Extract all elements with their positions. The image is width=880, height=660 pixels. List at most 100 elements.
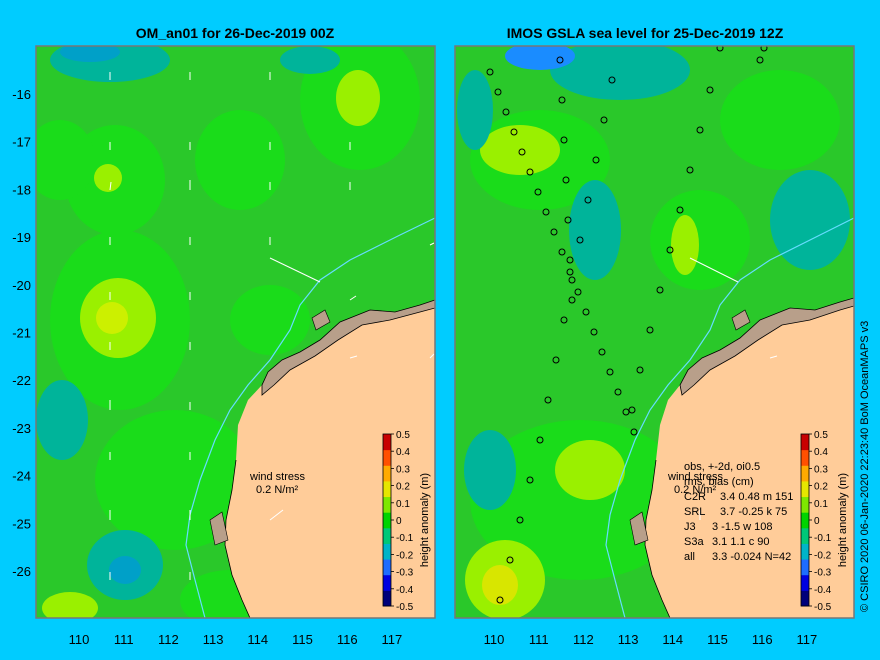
colorbar-tick-label: -0.3	[814, 568, 832, 579]
colorbar-swatch	[801, 496, 809, 513]
lat-tick-label: -20	[12, 278, 31, 293]
lat-tick-label: -18	[12, 182, 31, 197]
colorbar-tick-label: -0.2	[396, 550, 414, 561]
lat-tick-label: -21	[12, 326, 31, 341]
lon-tick-label: 116	[752, 632, 773, 647]
lon-tick-label: 117	[797, 632, 818, 647]
colorbar-tick-label: -0.4	[396, 585, 414, 596]
svg-text:3 -1.5 w 108: 3 -1.5 w 108	[712, 521, 773, 533]
colorbar-tick-label: 0.4	[396, 447, 410, 458]
svg-text:0.2 N/m²: 0.2 N/m²	[256, 484, 299, 496]
obs-statistics: obs, +-2d, oi0.5 rms, bias (cm) C2R 3.4 0…	[684, 461, 793, 563]
colorbar-tick-label: -0.5	[814, 602, 832, 613]
lon-tick-label: 114	[662, 632, 683, 647]
right-shelf-contour	[605, 217, 854, 618]
right-lon-axis: 110 111 112 113 114 115 116 117	[484, 632, 818, 647]
svg-text:0.2 N/m²: 0.2 N/m²	[674, 484, 717, 496]
colorbar-swatch	[801, 465, 809, 482]
credit-text: © CSIRO 2020 06-Jan-2020 22:23:40 BoM Oc…	[859, 321, 871, 612]
right-colorbar: 0.5 0.4 0.3 0.2 0.1 0 -0.1 -0.2 -0.3 -0.4 -0.5 heig…	[800, 430, 849, 613]
lat-tick-label: -24	[12, 469, 31, 484]
svg-text:wind stress: wind stress	[249, 471, 306, 483]
lat-tick-label: -17	[12, 135, 31, 150]
lon-tick-label: 111	[114, 632, 134, 647]
right-panel-title: IMOS GSLA sea level for 25-Dec-2019 12Z	[507, 25, 784, 41]
colorbar-swatch	[383, 512, 391, 529]
lon-tick-label: 116	[337, 632, 358, 647]
left-map: wind stress 0.2 N/m²	[36, 46, 435, 618]
colorbar-tick-label: 0.3	[814, 464, 828, 475]
svg-text:C2R: C2R	[684, 491, 706, 503]
colorbar-label: height anomaly (m)	[419, 473, 431, 567]
colorbar-tick-label: 0.3	[396, 464, 410, 475]
lat-tick-label: -22	[12, 373, 31, 388]
colorbar-swatch	[383, 559, 391, 576]
left-lon-axis: 110 111 112 113 114 115 116 117	[69, 632, 403, 647]
colorbar-tick-label: -0.1	[814, 533, 832, 544]
svg-text:3.3 -0.024 N=42: 3.3 -0.024 N=42	[712, 551, 791, 563]
left-wind-arrows	[109, 72, 435, 580]
lon-tick-label: 110	[484, 632, 505, 647]
svg-text:obs, +-2d, oi0.5: obs, +-2d, oi0.5	[684, 461, 760, 473]
svg-text:S3a: S3a	[684, 536, 704, 548]
colorbar-swatch	[383, 574, 391, 591]
colorbar-tick-label: 0.2	[814, 482, 828, 493]
colorbar-swatch	[383, 496, 391, 513]
left-colorbar: 0.5 0.4 0.3 0.2 0.1 0 -0.1 -0.2 -0.3 -0.4 -0.5 heig…	[382, 430, 431, 613]
lon-tick-label: 112	[573, 632, 594, 647]
colorbar-swatch	[801, 480, 809, 498]
colorbar-tick-label: -0.5	[396, 602, 414, 613]
colorbar-swatch	[383, 543, 391, 560]
colorbar-swatch	[801, 590, 809, 607]
left-panel-title: OM_an01 for 26-Dec-2019 00Z	[136, 25, 335, 41]
right-wind-arrows	[689, 257, 778, 520]
colorbar-swatch	[383, 465, 391, 482]
colorbar-swatch	[801, 527, 809, 544]
left-coast-strip	[261, 299, 435, 396]
lat-tick-label: -26	[12, 564, 31, 579]
lon-tick-label: 115	[707, 632, 728, 647]
lat-tick-label: -19	[12, 230, 31, 245]
colorbar-tick-label: -0.3	[396, 568, 414, 579]
left-lat-axis: -16 -17 -18 -19 -20 -21 -22 -23 -24 -25 -26	[12, 87, 31, 579]
colorbar-swatch	[801, 512, 809, 529]
colorbar-tick-label: 0	[396, 516, 402, 527]
right-map: wind stress 0.2 N/m² obs, +-2d, oi0.5 rm…	[455, 46, 854, 618]
colorbar-swatch	[383, 434, 391, 451]
lat-tick-label: -16	[12, 87, 31, 102]
svg-text:all: all	[684, 551, 695, 563]
colorbar-swatch	[801, 574, 809, 591]
colorbar-swatch	[801, 543, 809, 560]
svg-text:3.7 -0.25 k 75: 3.7 -0.25 k 75	[720, 506, 787, 518]
svg-text:3.1 1.1 c 90: 3.1 1.1 c 90	[712, 536, 770, 548]
lon-tick-label: 113	[203, 632, 224, 647]
colorbar-tick-label: 0.5	[814, 430, 828, 441]
lon-tick-label: 111	[529, 632, 549, 647]
left-shelf-contour	[185, 217, 435, 618]
colorbar-tick-label: -0.2	[814, 550, 832, 561]
colorbar-tick-label: 0.4	[814, 447, 828, 458]
colorbar-tick-label: 0	[814, 516, 820, 527]
colorbar-tick-label: 0.2	[396, 482, 410, 493]
svg-text:J3: J3	[684, 521, 696, 533]
svg-text:rms, bias (cm): rms, bias (cm)	[684, 476, 754, 488]
lon-tick-label: 114	[247, 632, 268, 647]
svg-text:3.4 0.48 m 151: 3.4 0.48 m 151	[720, 491, 793, 503]
colorbar-swatch	[383, 449, 391, 466]
colorbar-tick-label: 0.1	[814, 499, 828, 510]
colorbar-swatch	[383, 527, 391, 544]
colorbar-tick-label: -0.1	[396, 533, 414, 544]
lon-tick-label: 115	[292, 632, 313, 647]
colorbar-swatch	[801, 434, 809, 451]
lon-tick-label: 117	[382, 632, 403, 647]
svg-text:SRL: SRL	[684, 506, 705, 518]
left-wind-legend: wind stress 0.2 N/m²	[249, 471, 306, 496]
lon-tick-label: 112	[158, 632, 179, 647]
colorbar-tick-label: 0.5	[396, 430, 410, 441]
lat-tick-label: -25	[12, 516, 31, 531]
colorbar-swatch	[801, 449, 809, 466]
right-wind-legend: wind stress 0.2 N/m²	[667, 471, 724, 496]
lon-tick-label: 110	[69, 632, 90, 647]
right-coast-strip	[679, 297, 854, 396]
